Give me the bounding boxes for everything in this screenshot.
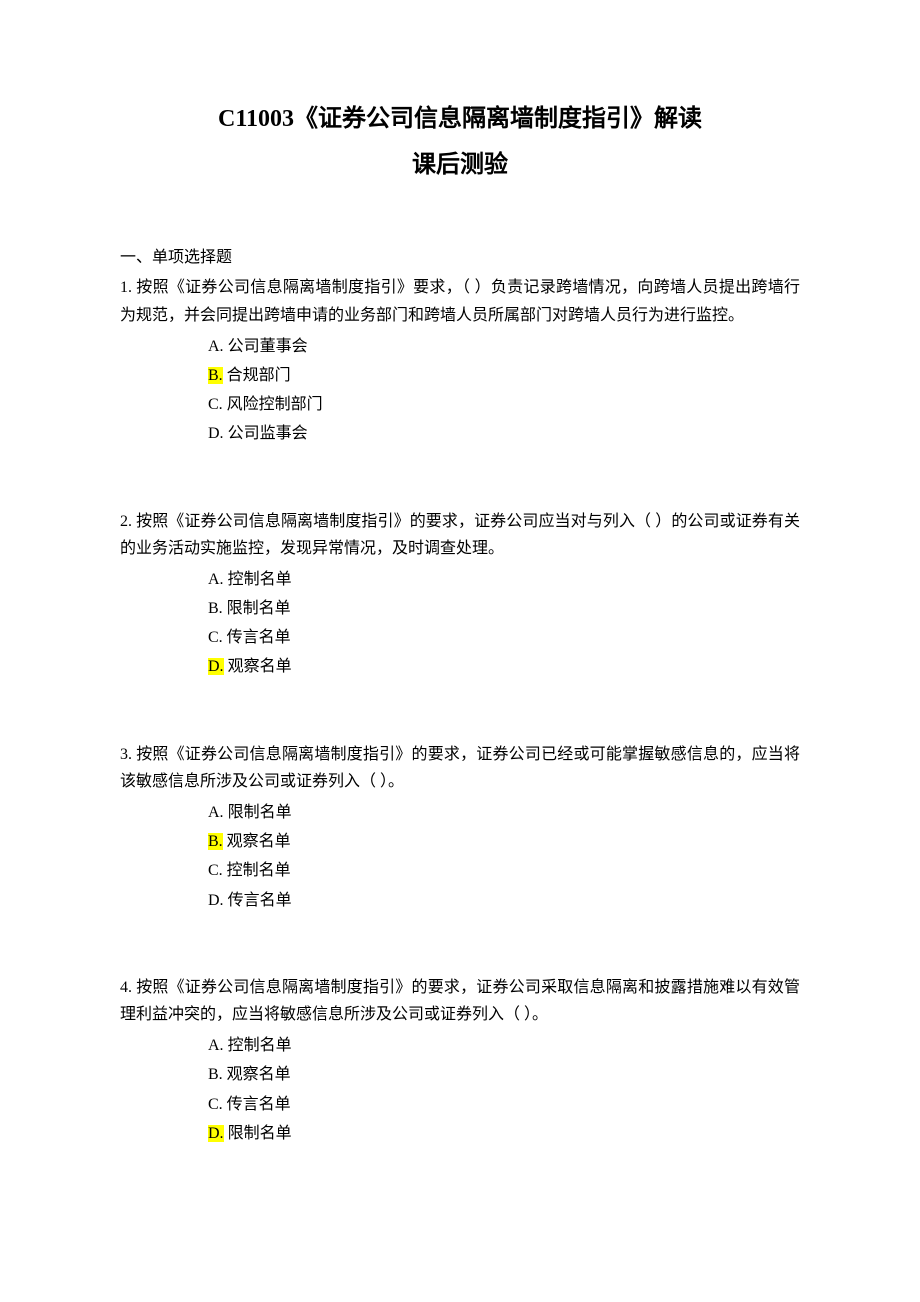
option-row: D. 观察名单: [208, 653, 800, 680]
option-letter: A.: [208, 571, 224, 588]
option-row: B. 观察名单: [208, 1061, 800, 1088]
option-row: C. 风险控制部门: [208, 391, 800, 418]
options-list: A. 限制名单B. 观察名单C. 控制名单D. 传言名单: [120, 799, 800, 914]
option-letter: B.: [208, 367, 223, 384]
option-row: C. 控制名单: [208, 857, 800, 884]
option-letter: C.: [208, 629, 223, 646]
option-text: 控制名单: [223, 862, 291, 879]
option-letter: D.: [208, 425, 224, 442]
option-text: 控制名单: [224, 1037, 292, 1054]
question-stem: 2. 按照《证券公司信息隔离墙制度指引》的要求，证券公司应当对与列入（ ）的公司…: [120, 508, 800, 562]
option-row: D. 传言名单: [208, 887, 800, 914]
option-row: A. 公司董事会: [208, 333, 800, 360]
option-row: B. 限制名单: [208, 595, 800, 622]
option-text: 风险控制部门: [223, 396, 323, 413]
option-letter: C.: [208, 396, 223, 413]
option-letter: D.: [208, 892, 224, 909]
option-row: B. 观察名单: [208, 828, 800, 855]
option-row: D. 公司监事会: [208, 420, 800, 447]
option-letter: B.: [208, 600, 223, 617]
option-text: 观察名单: [224, 658, 292, 675]
option-row: B. 合规部门: [208, 362, 800, 389]
option-row: A. 限制名单: [208, 799, 800, 826]
question-block: 3. 按照《证券公司信息隔离墙制度指引》的要求，证券公司已经或可能掌握敏感信息的…: [120, 741, 800, 914]
document-title: C11003《证券公司信息隔离墙制度指引》解读: [120, 100, 800, 138]
section-heading: 一、单项选择题: [120, 245, 800, 271]
question-stem: 4. 按照《证券公司信息隔离墙制度指引》的要求，证券公司采取信息隔离和披露措施难…: [120, 974, 800, 1028]
option-text: 限制名单: [223, 600, 291, 617]
option-letter: D.: [208, 658, 224, 675]
option-text: 合规部门: [223, 367, 291, 384]
option-text: 传言名单: [223, 1096, 291, 1113]
options-list: A. 控制名单B. 观察名单C. 传言名单D. 限制名单: [120, 1032, 800, 1147]
option-text: 传言名单: [223, 629, 291, 646]
option-row: C. 传言名单: [208, 1091, 800, 1118]
option-letter: B.: [208, 833, 223, 850]
option-letter: C.: [208, 1096, 223, 1113]
question-block: 2. 按照《证券公司信息隔离墙制度指引》的要求，证券公司应当对与列入（ ）的公司…: [120, 508, 800, 681]
option-row: A. 控制名单: [208, 1032, 800, 1059]
question-stem: 1. 按照《证券公司信息隔离墙制度指引》要求，（ ）负责记录跨墙情况，向跨墙人员…: [120, 274, 800, 328]
option-letter: D.: [208, 1125, 224, 1142]
option-text: 观察名单: [223, 1066, 291, 1083]
option-text: 控制名单: [224, 571, 292, 588]
document-subtitle: 课后测验: [120, 146, 800, 184]
option-letter: A.: [208, 1037, 224, 1054]
option-text: 限制名单: [224, 804, 292, 821]
option-letter: A.: [208, 338, 224, 355]
option-text: 公司监事会: [224, 425, 308, 442]
question-block: 1. 按照《证券公司信息隔离墙制度指引》要求，（ ）负责记录跨墙情况，向跨墙人员…: [120, 274, 800, 447]
option-text: 公司董事会: [224, 338, 308, 355]
questions-container: 1. 按照《证券公司信息隔离墙制度指引》要求，（ ）负责记录跨墙情况，向跨墙人员…: [120, 274, 800, 1147]
option-text: 限制名单: [224, 1125, 292, 1142]
option-row: C. 传言名单: [208, 624, 800, 651]
option-row: A. 控制名单: [208, 566, 800, 593]
option-letter: B.: [208, 1066, 223, 1083]
option-text: 传言名单: [224, 892, 292, 909]
option-letter: C.: [208, 862, 223, 879]
options-list: A. 公司董事会B. 合规部门C. 风险控制部门D. 公司监事会: [120, 333, 800, 448]
option-letter: A.: [208, 804, 224, 821]
option-text: 观察名单: [223, 833, 291, 850]
question-stem: 3. 按照《证券公司信息隔离墙制度指引》的要求，证券公司已经或可能掌握敏感信息的…: [120, 741, 800, 795]
option-row: D. 限制名单: [208, 1120, 800, 1147]
question-block: 4. 按照《证券公司信息隔离墙制度指引》的要求，证券公司采取信息隔离和披露措施难…: [120, 974, 800, 1147]
options-list: A. 控制名单B. 限制名单C. 传言名单D. 观察名单: [120, 566, 800, 681]
